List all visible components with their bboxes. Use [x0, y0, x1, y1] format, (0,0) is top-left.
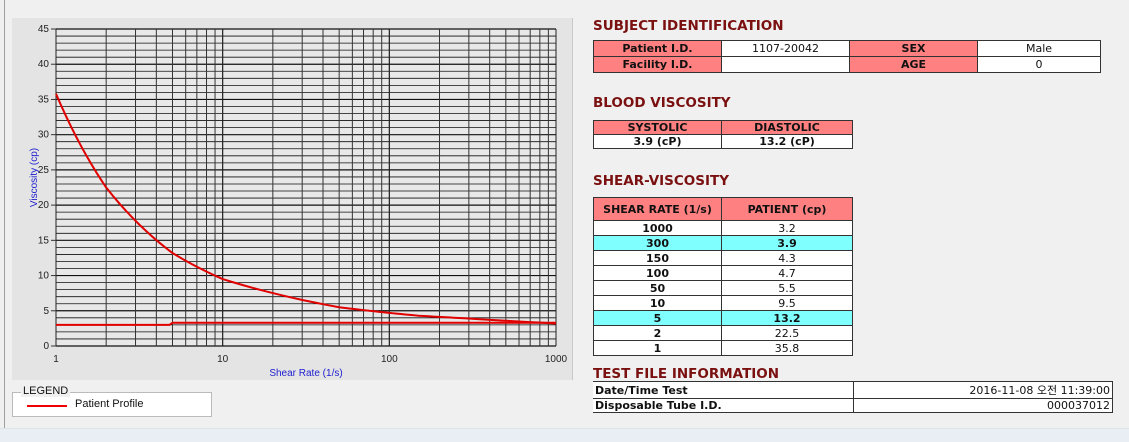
- patient-profile-line: [55, 93, 557, 325]
- shear-rate-cell: 1000: [593, 220, 722, 236]
- date-label: Date/Time Test: [593, 381, 854, 399]
- tube-label: Disposable Tube I.D.: [593, 398, 854, 413]
- facility-id-value: [721, 56, 850, 73]
- patient-id-value: 1107-20042: [721, 40, 850, 57]
- shear-rate-cell: 300: [593, 235, 722, 251]
- sex-value: Male: [977, 40, 1101, 57]
- shear-table: SHEAR RATE (1/s) PATIENT (cp) 1000 3.2 300 3…: [593, 197, 853, 356]
- subject-title: SUBJECT IDENTIFICATION: [593, 18, 784, 34]
- blood-title: BLOOD VISCOSITY: [593, 95, 731, 111]
- x-tick-label: 1000: [545, 354, 568, 365]
- patient-value-cell: 35.8: [721, 340, 853, 356]
- testfile-table: Date/Time Test 2016-11-08 오전 11:39:00 Dis…: [593, 381, 1113, 413]
- patient-value-cell: 4.3: [721, 250, 853, 266]
- patient-value-cell: 13.2: [721, 310, 853, 326]
- y-tick-label: 20: [38, 200, 50, 211]
- legend: LEGEND Patient Profile: [12, 385, 212, 417]
- shear-rate-cell: 50: [593, 280, 722, 296]
- legend-label: Patient Profile: [75, 398, 144, 410]
- y-tick-label: 45: [38, 24, 50, 35]
- shear-rate-cell: 10: [593, 295, 722, 311]
- patient-value-cell: 4.7: [721, 265, 853, 281]
- patient-value-cell: 9.5: [721, 295, 853, 311]
- shear-row: 10 9.5: [593, 295, 853, 311]
- plot-area: [56, 29, 556, 346]
- shear-row: 1 35.8: [593, 340, 853, 356]
- subject-table: Patient I.D. 1107-20042 SEX Male Facility I…: [593, 40, 1101, 73]
- y-tick-label: 10: [38, 271, 50, 282]
- x-tick-label: 100: [381, 354, 398, 365]
- date-value: 2016-11-08 오전 11:39:00: [853, 381, 1113, 399]
- systolic-value: 3.9 (cP): [593, 134, 722, 149]
- legend-line-swatch: [27, 405, 67, 407]
- y-tick-label: 40: [38, 59, 50, 70]
- x-tick-label: 1: [53, 354, 59, 365]
- shear-rate-cell: 1: [593, 340, 722, 356]
- patient-header: PATIENT (cp): [721, 197, 853, 221]
- y-tick-label: 15: [38, 235, 50, 246]
- baseline-line: [56, 321, 556, 326]
- y-tick-label: 0: [43, 341, 49, 352]
- shear-row: 2 22.5: [593, 325, 853, 341]
- shear-row: 150 4.3: [593, 250, 853, 266]
- shear-row: 50 5.5: [593, 280, 853, 296]
- patient-value-cell: 3.2: [721, 220, 853, 236]
- sex-label: SEX: [849, 40, 978, 57]
- shear-row: 100 4.7: [593, 265, 853, 281]
- shear-rate-cell: 100: [593, 265, 722, 281]
- diastolic-value: 13.2 (cP): [721, 134, 853, 149]
- shear-row: 300 3.9: [593, 235, 853, 251]
- patient-value-cell: 3.9: [721, 235, 853, 251]
- window-border: [4, 0, 5, 428]
- shear-rate-cell: 2: [593, 325, 722, 341]
- shear-title: SHEAR-VISCOSITY: [593, 173, 730, 189]
- x-axis-label: Shear Rate (1/s): [269, 368, 342, 379]
- y-axis-label: Viscosity (cp): [29, 148, 40, 207]
- viscosity-chart: 0 5 10 15 20 25 30 35 40 45 1 10 100 1000 Shear Rate (…: [29, 24, 568, 379]
- y-tick-label: 25: [38, 165, 50, 176]
- patient-id-label: Patient I.D.: [593, 40, 722, 57]
- legend-title: LEGEND: [21, 385, 71, 397]
- y-tick-label: 30: [38, 130, 50, 141]
- y-tick-label: 35: [38, 94, 50, 105]
- patient-value-cell: 22.5: [721, 325, 853, 341]
- shear-rate-cell: 5: [593, 310, 722, 326]
- testfile-title: TEST FILE INFORMATION: [593, 366, 780, 382]
- shear-rate-cell: 150: [593, 250, 722, 266]
- status-strip: [0, 428, 1129, 442]
- diastolic-label: DIASTOLIC: [721, 120, 853, 135]
- facility-id-label: Facility I.D.: [593, 56, 722, 73]
- x-tick-label: 10: [217, 354, 229, 365]
- systolic-label: SYSTOLIC: [593, 120, 722, 135]
- shear-row: 1000 3.2: [593, 220, 853, 236]
- tube-value: 000037012: [853, 398, 1113, 413]
- y-tick-label: 5: [43, 306, 49, 317]
- age-value: 0: [977, 56, 1101, 73]
- shear-row: 5 13.2: [593, 310, 853, 326]
- blood-table: SYSTOLIC DIASTOLIC 3.9 (cP) 13.2 (cP): [593, 120, 853, 149]
- patient-value-cell: 5.5: [721, 280, 853, 296]
- shear-rate-header: SHEAR RATE (1/s): [593, 197, 722, 221]
- age-label: AGE: [849, 56, 978, 73]
